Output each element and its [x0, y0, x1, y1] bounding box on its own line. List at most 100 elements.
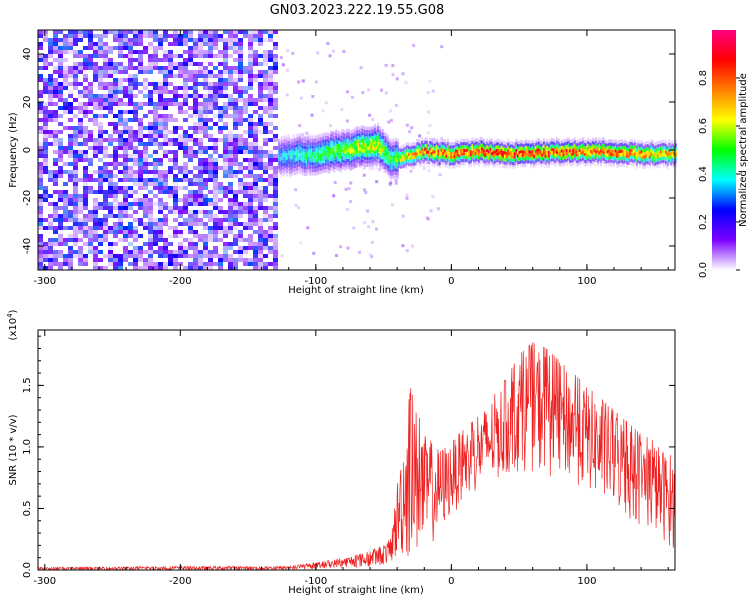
spectrogram-cell	[133, 174, 138, 178]
spectrogram-cell	[655, 165, 658, 169]
spectrogram-cell	[258, 54, 263, 58]
spectrogram-cell	[258, 162, 263, 166]
spectrogram-cell	[604, 150, 607, 154]
spectrogram-cell	[370, 135, 373, 140]
spectrogram-cell	[68, 50, 73, 54]
spectrogram-cell	[617, 140, 621, 144]
spectrogram-cell	[490, 162, 494, 166]
spectrogram-cell	[505, 158, 508, 162]
spectrogram-cell	[489, 144, 492, 148]
spectrogram-cell	[98, 182, 103, 186]
spectrogram-cell	[391, 172, 394, 176]
spectrogram-cell	[344, 130, 347, 134]
spectrogram-cell	[320, 137, 323, 141]
spectrogram-cell	[93, 74, 98, 78]
spectrogram-cell	[431, 89, 435, 93]
spectrogram-cell	[281, 149, 284, 153]
spectrogram-cell	[300, 134, 303, 138]
spectrogram-cell	[359, 150, 362, 154]
spectrogram-cell	[464, 149, 468, 153]
spectrogram-cell	[328, 150, 331, 154]
spectrogram-cell	[559, 163, 562, 168]
spectrogram-cell	[233, 242, 238, 246]
spectrogram-cell	[388, 171, 391, 175]
spectrogram-cell	[83, 222, 88, 226]
spectrogram-cell	[438, 154, 442, 159]
spectrogram-cell	[323, 163, 326, 167]
spectrogram-cell	[443, 146, 446, 150]
spectrogram-cell	[128, 146, 133, 150]
spectrogram-cell	[653, 162, 656, 167]
spectrogram-cell	[541, 140, 544, 144]
spectrogram-cell	[208, 90, 213, 94]
spectrogram-cell	[287, 171, 290, 175]
spectrogram-cell	[268, 138, 273, 142]
spectrogram-cell	[113, 70, 118, 74]
spectrogram-cell	[73, 78, 78, 82]
spectrogram-cell	[661, 146, 664, 150]
spectrogram-cell	[188, 114, 193, 118]
spectrogram-cell	[333, 152, 336, 156]
spectrogram-cell	[63, 78, 68, 82]
spectrogram-cell	[128, 78, 133, 82]
spectrogram-cell	[273, 186, 278, 190]
spectrogram-cell	[178, 250, 183, 254]
spectrogram-cell	[656, 154, 660, 158]
spectrogram-cell	[559, 153, 562, 157]
spectrogram-cell	[123, 206, 128, 210]
spectrogram-cell	[307, 170, 310, 174]
spectrogram-cell	[238, 118, 243, 122]
spectrogram-cell	[461, 145, 464, 149]
spectrogram-cell	[228, 186, 233, 190]
spectrogram-cell	[590, 143, 593, 147]
spectrogram-cell	[108, 106, 113, 110]
spectrogram-cell	[650, 142, 653, 146]
spectrogram-cell	[63, 210, 68, 214]
spectrogram-cell	[372, 129, 375, 133]
spectrogram-cell	[138, 254, 143, 258]
spectrogram-cell	[360, 141, 364, 146]
spectrogram-cell	[336, 160, 339, 165]
spectrogram-cell	[228, 182, 233, 186]
spectrogram-cell	[458, 161, 461, 165]
spectrogram-cell	[113, 78, 118, 82]
spectrogram-cell	[611, 146, 614, 150]
spectrogram-cell	[138, 178, 143, 182]
spectrogram-cell	[499, 147, 502, 151]
spectrogram-cell	[128, 102, 133, 106]
spectrogram-cell	[482, 159, 486, 163]
spectrogram-cell	[300, 164, 303, 169]
spectrogram-cell	[238, 46, 243, 50]
spectrogram-cell	[500, 155, 503, 160]
spectrogram-cell	[148, 138, 153, 142]
spectrogram-cell	[440, 45, 444, 49]
spectrogram-cell	[133, 226, 138, 230]
spectrogram-cell	[128, 226, 133, 230]
spectrogram-cell	[347, 142, 351, 146]
spectrogram-cell	[108, 170, 113, 174]
spectrogram-cell	[484, 164, 487, 168]
spectrogram-cell	[138, 66, 143, 70]
spectrogram-cell	[573, 140, 577, 144]
spectrogram-cell	[658, 144, 661, 148]
spectrogram-cell	[300, 171, 303, 175]
spectrogram-cell	[370, 159, 373, 163]
spectrogram-cell	[329, 137, 333, 141]
spectrogram-cell	[321, 109, 325, 113]
spectrogram-cell	[497, 158, 500, 163]
spectrogram-cell	[385, 150, 388, 154]
spectrogram-cell	[173, 30, 178, 34]
spectrogram-cell	[513, 142, 516, 146]
spectrogram-cell	[492, 164, 495, 168]
spectrogram-cell	[299, 159, 302, 164]
spectrogram-cell	[497, 148, 500, 153]
spectrogram-cell	[258, 254, 263, 258]
spectrogram-cell	[381, 142, 385, 146]
spectrogram-cell	[138, 106, 143, 110]
spectrogram-cell	[73, 138, 78, 142]
spectrogram-cell	[68, 34, 73, 38]
spectrogram-cell	[292, 168, 295, 172]
spectrogram-cell	[529, 147, 533, 151]
spectrogram-cell	[133, 34, 138, 38]
spectrogram-cell	[168, 130, 173, 134]
